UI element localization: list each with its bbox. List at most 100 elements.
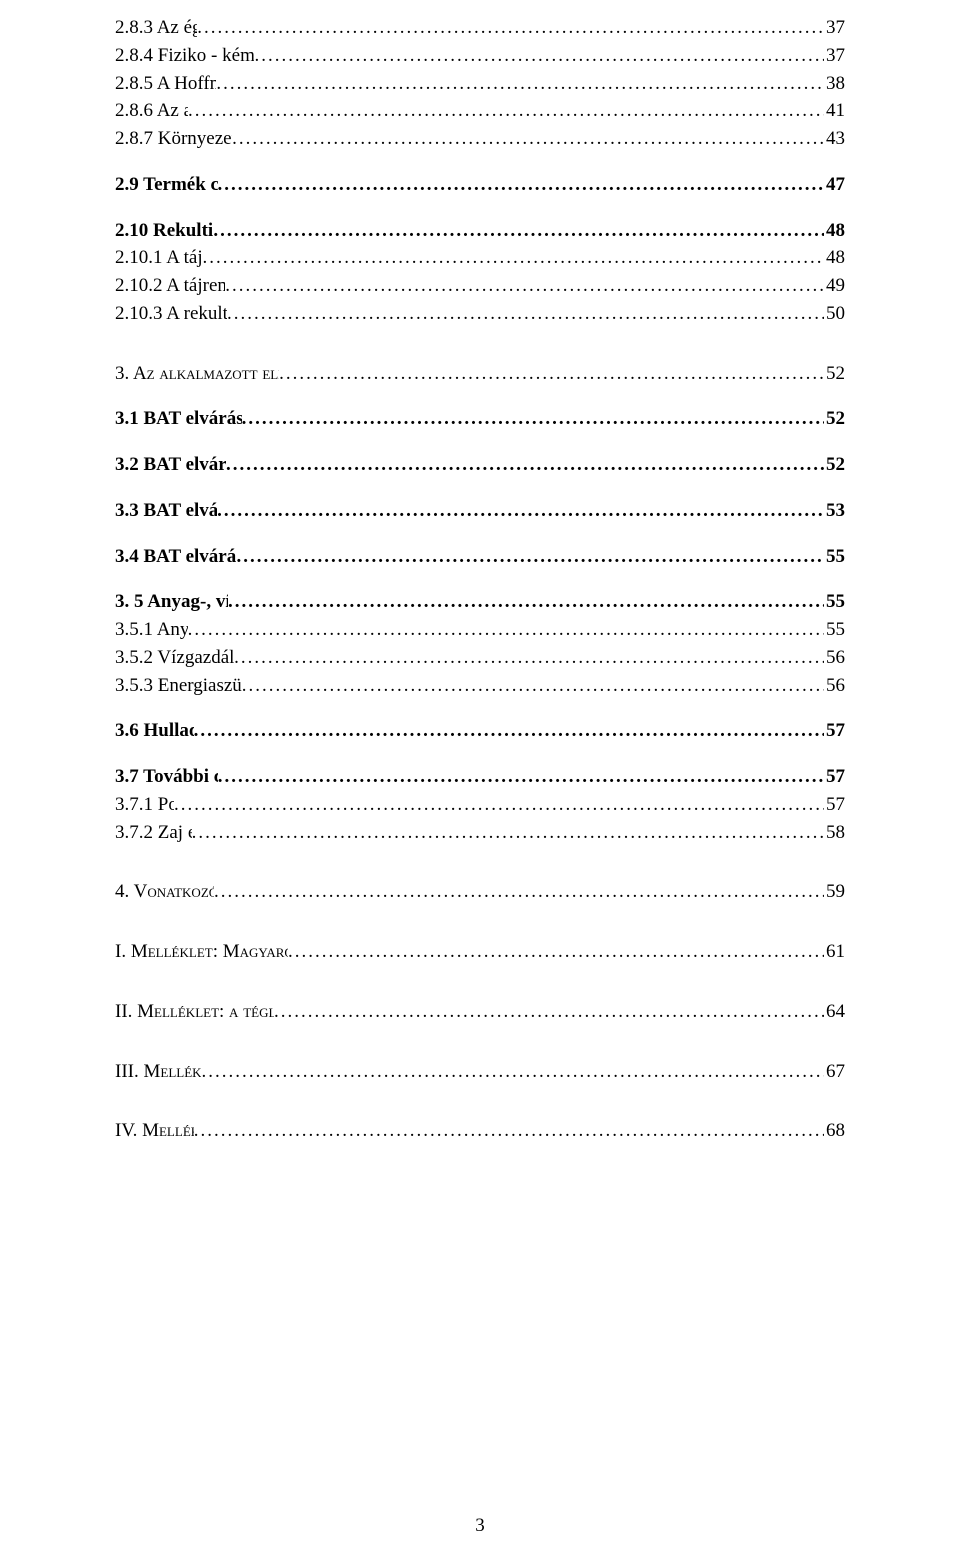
toc-entry-label: 3.4 BAT elvárások a tájrendezés területé… [115, 545, 236, 569]
toc-entry-page: 57 [824, 765, 845, 789]
toc-entry-page: 41 [824, 99, 845, 123]
toc-page: 2.8.3 Az égetési atmoszféra. 37 2.8.4 Fizi… [0, 0, 960, 1561]
toc-leader-dots [213, 219, 824, 243]
toc-entry: 2.8.4 Fiziko - kémiai változások az éget… [115, 44, 845, 68]
toc-entry-page: 37 [824, 44, 845, 68]
toc-entry: 3.5.1 Anyaggazdálkodás 55 [115, 618, 845, 642]
toc-entry-page: 56 [824, 674, 845, 698]
toc-entry-label: 3.7.2 Zaj elleni védekezés [115, 821, 192, 845]
toc-entry-label: 3.7 További csökkentési technikák [115, 765, 218, 789]
toc-leader-dots [188, 618, 824, 642]
toc-leader-dots [274, 1000, 824, 1024]
toc-leader-dots [254, 44, 824, 68]
toc-leader-dots [279, 362, 824, 386]
toc-leader-dots [192, 821, 824, 845]
toc-entry: 3. Az alkalmazott elérhető legjobb techn… [115, 362, 845, 386]
toc-entry-label: 3.6 Hulladékgazdálkodás [115, 719, 194, 743]
toc-entry-label: 3.5.3 Energiaszükséglet és energiagazdál… [115, 674, 242, 698]
toc-entry-page: 55 [824, 590, 845, 614]
toc-entry: 2.10 Rekultiváció és tájrendezés.48 [115, 219, 845, 243]
toc-entry-label: III. Melléklet: hulladéklista [115, 1060, 201, 1084]
toc-leader-dots [174, 793, 824, 817]
toc-entry-label: 2.8.7 Környezetterhelések az égetés sorá… [115, 127, 232, 151]
toc-entry-label: 2.8.4 Fiziko - kémiai változások az éget… [115, 44, 254, 68]
toc-entry-page: 37 [824, 16, 845, 40]
toc-leader-dots [194, 719, 824, 743]
toc-entry-page: 48 [824, 246, 845, 270]
toc-entry: IV. Melléklet: Szójegyzék 68 [115, 1119, 845, 1143]
toc-leader-dots [217, 499, 824, 523]
toc-entry-label: 2.8.6 Az alagútkemence. [115, 99, 188, 123]
toc-entry-label: IV. Melléklet: Szójegyzék [115, 1119, 194, 1143]
toc-entry: 3. 5 Anyag-, víz és energiagazdálkodás55 [115, 590, 845, 614]
toc-entry: I. Melléklet: Magyarországi tégla- és cs… [115, 940, 845, 964]
toc-entry: 3.5.3 Energiaszükséglet és energiagazdál… [115, 674, 845, 698]
toc-entry-page: 67 [824, 1060, 845, 1084]
toc-leader-dots [225, 274, 824, 298]
toc-entry-label: 3.7.1 Porkibocsátás [115, 793, 174, 817]
toc-entry-page: 68 [824, 1119, 845, 1143]
toc-entry: II. Melléklet: a tégla- és cserépipar kö… [115, 1000, 845, 1024]
toc-entry: 3.2 BAT elvárások a szárítás esetében 52 [115, 453, 845, 477]
toc-entry-label: 2.8.3 Az égetési atmoszféra. [115, 16, 197, 40]
toc-entry: 2.10.1 A tájrendezés története. 48 [115, 246, 845, 270]
toc-entry-page: 58 [824, 821, 845, 845]
toc-entry-label: I. Melléklet: Magyarországi tégla- és cs… [115, 940, 288, 964]
toc-entry-label: 3.2 BAT elvárások a szárítás esetében [115, 453, 226, 477]
toc-entry: 2.8.3 Az égetési atmoszféra. 37 [115, 16, 845, 40]
toc-entry-page: 49 [824, 274, 845, 298]
toc-entry-label: 2.10.1 A tájrendezés története. [115, 246, 203, 270]
toc-entry: 2.10.3 A rekultiváció környezeti hatásai… [115, 302, 845, 326]
toc-leader-dots [218, 765, 824, 789]
toc-leader-dots [214, 880, 824, 904]
toc-entry: 3.1 BAT elvárások az agyagbányászat sorá… [115, 407, 845, 431]
toc-entry-page: 53 [824, 499, 845, 523]
toc-entry: 2.8.7 Környezetterhelések az égetés sorá… [115, 127, 845, 151]
toc-leader-dots [242, 407, 824, 431]
toc-entry: III. Melléklet: hulladéklista 67 [115, 1060, 845, 1084]
toc-entry-page: 38 [824, 72, 845, 96]
page-number: 3 [0, 1515, 960, 1537]
toc-entry-label: 3.5.1 Anyaggazdálkodás [115, 618, 188, 642]
toc-entry: 4. Vonatkozó jogszabályok listája 59 [115, 880, 845, 904]
toc-leader-dots [218, 173, 824, 197]
toc-entry-label: 3.3 BAT elvárások az égetés során [115, 499, 217, 523]
toc-leader-dots [197, 16, 824, 40]
toc-entry: 3.7.2 Zaj elleni védekezés 58 [115, 821, 845, 845]
toc-entry-label: 4. Vonatkozó jogszabályok listája [115, 880, 214, 904]
toc-entry-label: 2.10.2 A tájrendezés célja és folyamata. [115, 274, 225, 298]
toc-entry-page: 55 [824, 545, 845, 569]
toc-entry-page: 55 [824, 618, 845, 642]
toc-entry-label: 2.9 Termék csomagolása, tárolása. [115, 173, 218, 197]
toc-entry-page: 52 [824, 407, 845, 431]
toc-entry-label: 2.8.5 A Hoffmann féle körkemence. [115, 72, 216, 96]
toc-leader-dots [201, 1060, 824, 1084]
toc-entry: 3.7 További csökkentési technikák 57 [115, 765, 845, 789]
toc-leader-dots [234, 646, 824, 670]
toc-entry: 3.4 BAT elvárások a tájrendezés területé… [115, 545, 845, 569]
toc-leader-dots [228, 590, 824, 614]
toc-entry-page: 47 [824, 173, 845, 197]
toc-entry: 2.8.6 Az alagútkemence. 41 [115, 99, 845, 123]
toc-entry-label: 2.10 Rekultiváció és tájrendezés. [115, 219, 213, 243]
toc-entry: 3.5.2 Vízgazdálkodás, vízminőség védelem… [115, 646, 845, 670]
toc-entry-page: 52 [824, 453, 845, 477]
toc-entry-label: 3.5.2 Vízgazdálkodás, vízminőség védelem [115, 646, 234, 670]
toc-entry: 3.3 BAT elvárások az égetés során 53 [115, 499, 845, 523]
toc-entry: 2.10.2 A tájrendezés célja és folyamata.… [115, 274, 845, 298]
toc-entry: 2.8.5 A Hoffmann féle körkemence. 38 [115, 72, 845, 96]
toc-entry-page: 57 [824, 719, 845, 743]
toc-list: 2.8.3 Az égetési atmoszféra. 37 2.8.4 Fizi… [115, 16, 845, 1143]
toc-entry: 2.9 Termék csomagolása, tárolása. 47 [115, 173, 845, 197]
toc-entry-page: 59 [824, 880, 845, 904]
toc-entry: 3.6 Hulladékgazdálkodás 57 [115, 719, 845, 743]
toc-entry-label: 3. Az alkalmazott elérhető legjobb techn… [115, 362, 279, 386]
toc-leader-dots [236, 545, 824, 569]
toc-entry-page: 57 [824, 793, 845, 817]
toc-leader-dots [194, 1119, 824, 1143]
toc-entry-page: 43 [824, 127, 845, 151]
toc-leader-dots [227, 302, 824, 326]
toc-entry-page: 61 [824, 940, 845, 964]
toc-leader-dots [242, 674, 824, 698]
toc-leader-dots [226, 453, 824, 477]
